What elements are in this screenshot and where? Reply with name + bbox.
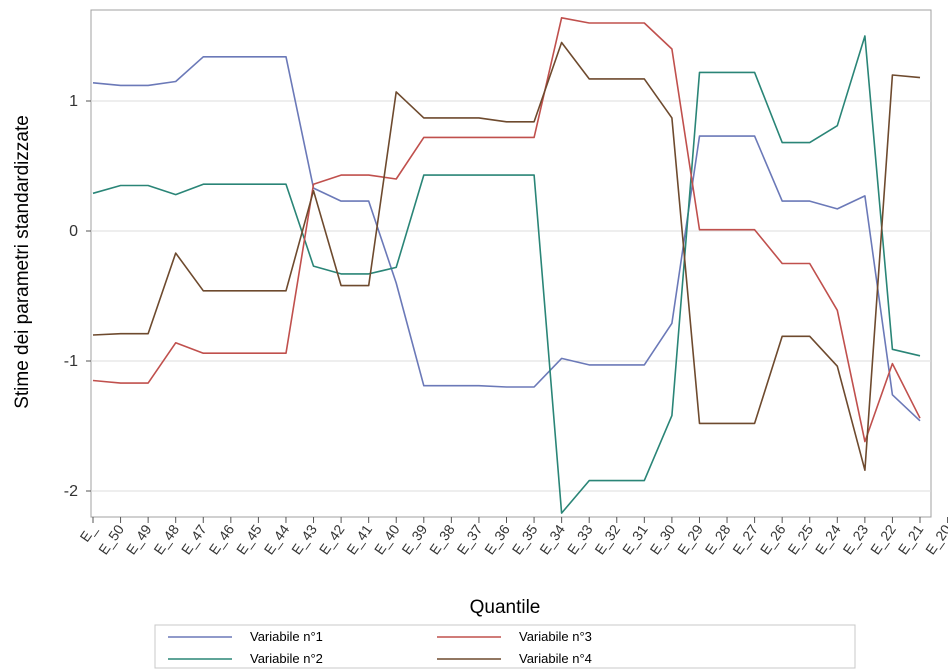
x-tick-label: E_24	[812, 521, 844, 557]
y-tick-label: -1	[64, 353, 78, 370]
x-tick-label: E_50	[95, 521, 127, 557]
legend-label-3: Variabile n°3	[519, 629, 592, 644]
y-axis-title: Stime dei parametri standardizzate	[12, 115, 33, 409]
series-line-2	[92, 35, 921, 514]
x-tick-label: E_36	[481, 521, 513, 557]
x-tick-label: E_38	[426, 521, 458, 557]
x-tick-label: E_26	[757, 521, 789, 557]
x-tick-label: E_20	[922, 521, 948, 557]
x-tick-label: E_29	[674, 521, 706, 557]
x-axis: E_E_50E_49E_48E_47E_46E_45E_44E_43E_42E_…	[77, 517, 948, 558]
x-tick-label: E_27	[729, 521, 761, 557]
y-axis: -2 -1 0 1	[64, 93, 91, 500]
x-axis-title: Quantile	[470, 597, 541, 618]
x-tick-label: E_23	[839, 521, 871, 557]
y-tick-label: -2	[64, 483, 78, 500]
series-line-4	[92, 41, 921, 472]
x-tick-label: E_30	[646, 521, 678, 557]
x-tick-label: E_48	[150, 521, 182, 557]
x-tick-label: E_44	[261, 521, 293, 557]
x-tick-label: E_41	[343, 521, 375, 557]
x-tick-label: E_	[77, 521, 100, 544]
x-tick-label: E_47	[178, 521, 210, 557]
x-tick-label: E_40	[371, 521, 403, 557]
legend-box	[154, 624, 856, 669]
legend: Variabile n°1 Variabile n°2 Variabile n°3 V…	[154, 624, 856, 669]
x-tick-label: E_45	[233, 521, 265, 557]
legend-label-4: Variabile n°4	[519, 651, 592, 666]
x-tick-label: E_28	[702, 521, 734, 557]
x-tick-label: E_46	[205, 521, 237, 557]
x-tick-label: E_42	[316, 521, 348, 557]
y-tick-label: 1	[69, 93, 78, 110]
x-tick-label: E_22	[867, 521, 899, 557]
series-group	[92, 16, 921, 514]
x-tick-label: E_39	[398, 521, 430, 557]
series-line-1	[92, 55, 921, 422]
x-tick-label: E_25	[784, 521, 816, 557]
x-tick-label: E_43	[288, 521, 320, 557]
legend-label-1: Variabile n°1	[250, 629, 323, 644]
x-tick-label: E_32	[591, 521, 623, 557]
x-tick-label: E_21	[895, 521, 927, 557]
x-tick-label: E_34	[536, 521, 568, 557]
x-tick-label: E_31	[619, 521, 651, 557]
x-tick-label: E_35	[509, 521, 541, 557]
y-tick-label: 0	[69, 223, 78, 240]
x-tick-label: E_33	[564, 521, 596, 557]
series-line-3	[92, 16, 921, 443]
grid-lines	[91, 100, 931, 492]
x-tick-label: E_49	[123, 521, 155, 557]
legend-label-2: Variabile n°2	[250, 651, 323, 666]
x-tick-label: E_37	[454, 521, 486, 557]
